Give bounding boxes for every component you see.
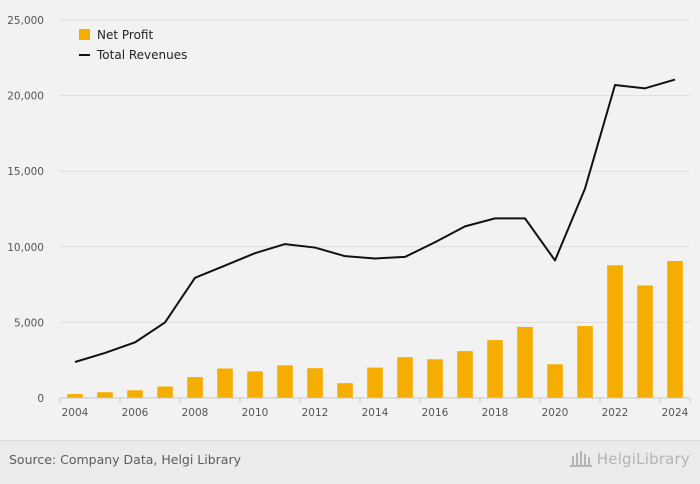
y-tick-label: 0 — [37, 393, 44, 405]
net-profit-bar — [667, 261, 683, 398]
library-icon — [569, 451, 592, 467]
y-tick-label: 20,000 — [7, 91, 44, 103]
net-profit-bar — [337, 383, 353, 398]
legend-label-total-revenues: Total Revenues — [96, 48, 187, 62]
net-profit-bar — [127, 390, 143, 398]
x-tick-label: 2014 — [362, 407, 389, 419]
net-profit-bar — [607, 265, 623, 398]
y-tick-label: 25,000 — [7, 15, 44, 27]
net-profit-bar — [187, 377, 203, 398]
legend: Net Profit Total Revenues — [79, 28, 187, 62]
x-tick-label: 2008 — [182, 407, 209, 419]
x-tick-label: 2022 — [602, 407, 629, 419]
net-profit-bar — [457, 351, 473, 398]
x-tick-label: 2018 — [482, 407, 509, 419]
source-text: Source: Company Data, Helgi Library — [9, 452, 242, 467]
legend-swatch-net-profit — [79, 29, 90, 40]
net-profit-bar — [247, 371, 263, 398]
net-profit-bar — [637, 285, 653, 398]
brand-name: HelgiLibrary — [596, 450, 690, 468]
net-profit-bar — [397, 357, 413, 398]
x-tick-label: 2012 — [302, 407, 329, 419]
total-revenues-line — [74, 78, 676, 363]
net-profit-bars — [67, 261, 683, 398]
y-tick-label: 10,000 — [7, 242, 44, 254]
net-profit-bar — [97, 392, 113, 398]
brand-logo: HelgiLibrary — [569, 450, 690, 468]
x-axis: 2004 2006 2008 2010 2012 2014 2016 2018 2020 2022… — [59, 397, 691, 419]
net-profit-bar — [307, 368, 323, 398]
gridlines — [60, 19, 690, 323]
net-profit-bar — [547, 364, 563, 398]
x-tick-label: 2010 — [242, 407, 269, 419]
x-tick-label: 2006 — [122, 407, 149, 419]
y-tick-label: 5,000 — [14, 317, 44, 329]
net-profit-bar — [367, 367, 383, 398]
net-profit-bar — [517, 326, 533, 398]
x-tick-label: 2016 — [422, 407, 449, 419]
net-profit-bar — [427, 359, 443, 398]
total-revenues-line-group — [74, 78, 676, 363]
legend-label-net-profit: Net Profit — [97, 28, 153, 42]
x-tick-label: 2024 — [662, 407, 689, 419]
net-profit-bar — [577, 326, 593, 398]
net-profit-bar — [277, 365, 293, 398]
y-tick-label: 15,000 — [7, 166, 44, 178]
y-axis: 0 5,000 10,000 15,000 20,000 25,000 — [7, 15, 44, 405]
net-profit-bar — [217, 368, 233, 398]
x-tick-label: 2004 — [62, 407, 89, 419]
footer: Source: Company Data, Helgi Library Helg… — [0, 440, 700, 484]
x-tick-label: 2020 — [542, 407, 569, 419]
net-profit-bar — [487, 340, 503, 398]
net-profit-bar — [157, 386, 173, 398]
net-profit-bar — [67, 394, 83, 398]
